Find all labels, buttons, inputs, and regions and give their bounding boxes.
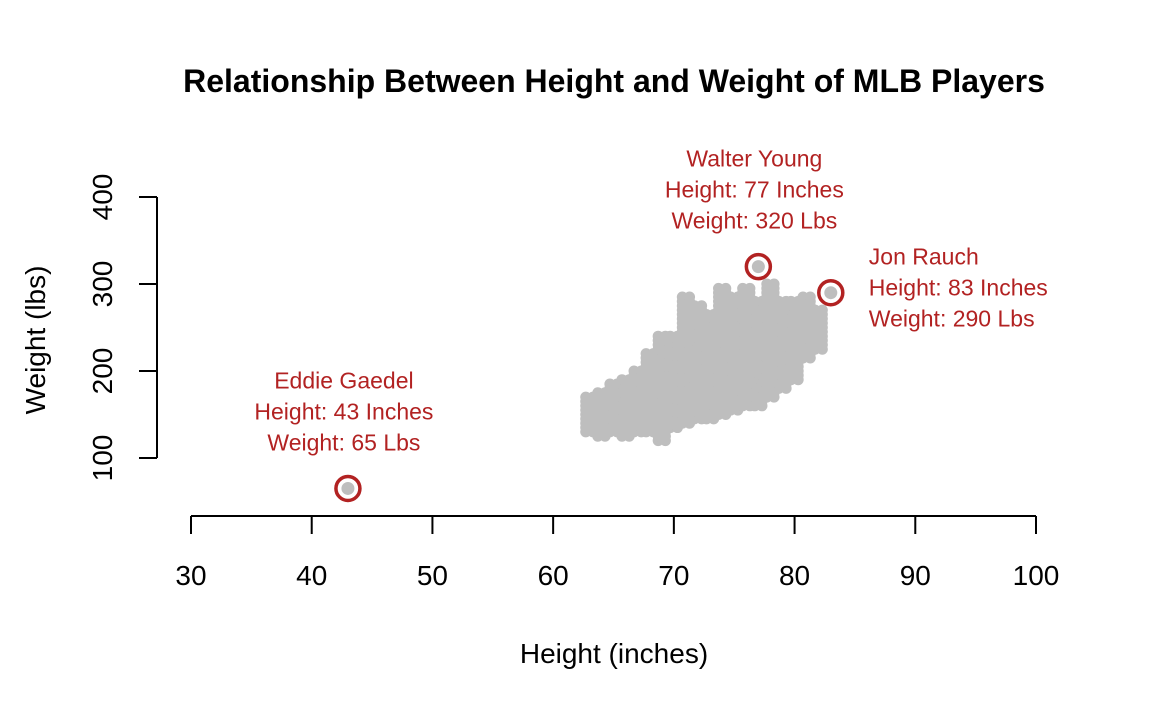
x-tick-label: 70 xyxy=(658,560,689,591)
annotation-line: Height: 77 Inches xyxy=(665,177,844,203)
y-tick-label: 100 xyxy=(87,435,118,482)
data-point xyxy=(768,278,780,290)
y-tick-label: 300 xyxy=(87,261,118,308)
highlight-ring xyxy=(744,252,773,281)
highlight-point xyxy=(824,286,838,300)
data-point xyxy=(744,282,756,294)
data-point xyxy=(720,282,732,294)
highlight-ring xyxy=(334,474,362,503)
y-axis-label: Weight (lbs) xyxy=(20,266,51,415)
x-tick-label: 100 xyxy=(1013,560,1060,591)
data-point xyxy=(684,291,696,303)
data-point xyxy=(696,300,708,312)
x-tick-label: 30 xyxy=(175,560,206,591)
data-point xyxy=(804,291,816,303)
y-tick-label: 200 xyxy=(87,348,118,395)
highlight-point xyxy=(341,481,355,495)
x-tick-label: 40 xyxy=(296,560,327,591)
x-tick-label: 50 xyxy=(417,560,448,591)
data-points xyxy=(580,278,828,447)
highlight-markers xyxy=(334,252,845,503)
chart-title: Relationship Between Height and Weight o… xyxy=(183,63,1045,99)
annotation-line: Jon Rauch xyxy=(869,244,979,270)
x-tick-label: 90 xyxy=(900,560,931,591)
annotation-line: Height: 43 Inches xyxy=(254,398,433,424)
y-tick-label: 400 xyxy=(87,174,118,221)
y-axis: 100 200 300 400 xyxy=(87,174,158,482)
data-point xyxy=(816,304,828,316)
annotation-line: Eddie Gaedel xyxy=(274,367,413,393)
x-tick-label: 80 xyxy=(779,560,810,591)
highlight-point xyxy=(751,260,765,274)
annotation-line: Weight: 65 Lbs xyxy=(267,429,420,455)
x-axis: 30 40 50 60 70 80 90 100 xyxy=(175,515,1060,591)
annotation-line: Height: 83 Inches xyxy=(869,275,1048,301)
highlight-ring xyxy=(817,278,845,307)
annotation-line: Weight: 320 Lbs xyxy=(671,208,837,234)
annotation-line: Walter Young xyxy=(686,146,822,172)
annotations: Eddie Gaedel Height: 43 Inches Weight: 65 … xyxy=(254,146,1047,456)
x-axis-label: Height (inches) xyxy=(520,638,708,669)
annotation-line: Weight: 290 Lbs xyxy=(869,306,1035,332)
x-tick-label: 60 xyxy=(538,560,569,591)
